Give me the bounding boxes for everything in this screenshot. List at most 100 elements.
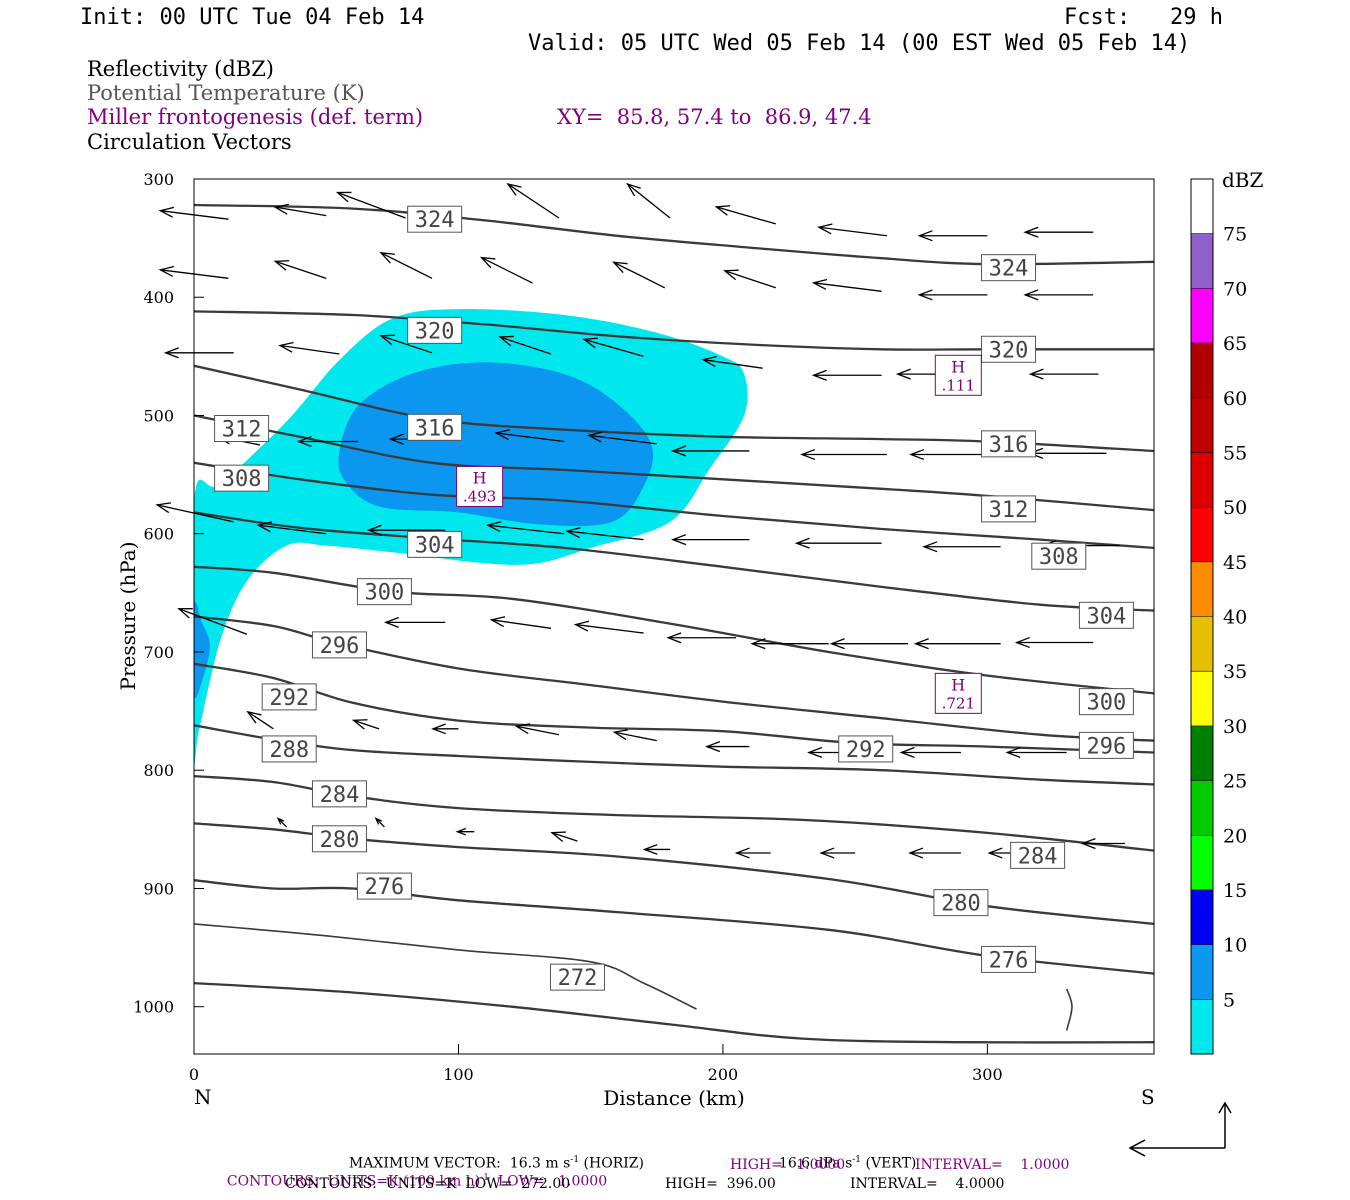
miller-max-box: H.111 (934, 354, 982, 396)
colorbar-level-label: 25 (1223, 771, 1247, 793)
svg-text:324: 324 (989, 257, 1029, 282)
footer-horiz-tag: (HORIZ) (579, 1155, 644, 1172)
colorbar-swatch (1191, 452, 1213, 508)
valid-time: Valid: 05 UTC Wed 05 Feb 14 (00 EST Wed … (528, 31, 1191, 56)
colorbar-swatch (1191, 397, 1213, 453)
colorbar-level-label: 35 (1223, 661, 1247, 683)
svg-text:296: 296 (320, 634, 360, 659)
theta-label-280: 280 (311, 825, 367, 853)
colorbar-swatch (1191, 561, 1213, 617)
svg-text:300: 300 (1087, 691, 1127, 716)
vector-arrow (479, 256, 533, 284)
vector-arrow (908, 847, 961, 859)
theta-contour-272 (1065, 988, 1073, 1031)
init-time: Init: 00 UTC Tue 04 Feb 14 (80, 5, 425, 30)
x-axis-label: Distance (km) (603, 1086, 745, 1110)
footer-miller-high: HIGH= 1.0000 (730, 1157, 846, 1173)
svg-text:272: 272 (558, 966, 598, 991)
colorbar-swatch (1191, 725, 1213, 781)
miller-max-box: H.493 (456, 465, 504, 507)
colorbar-level-label: 20 (1223, 825, 1247, 847)
colorbar-level-label: 40 (1223, 607, 1247, 629)
vector-arrow (379, 334, 433, 354)
y-tick-label: 300 (143, 170, 174, 189)
theta-contour-284 (194, 774, 1154, 852)
theta-contour-304 (194, 511, 1154, 612)
circulation-vectors (155, 182, 1125, 859)
x-end-label-north: N (194, 1085, 212, 1109)
svg-text:320: 320 (415, 319, 455, 344)
vector-arrow (612, 261, 666, 289)
vector-arrow (1080, 837, 1125, 850)
footer-max-vector: MAXIMUM VECTOR: 16.3 m s-1 (HORIZ) (340, 1139, 644, 1172)
footer-unit-sup: -1 (570, 1155, 580, 1165)
legend-miller: Miller frontogenesis (def. term) (87, 105, 424, 129)
colorbar-level-label: 70 (1223, 278, 1247, 300)
footer-vert-tag: (VERT) (861, 1155, 917, 1172)
vector-arrow (800, 448, 887, 461)
x-tick-label: 200 (708, 1065, 739, 1084)
vector-arrow (829, 638, 909, 650)
theta-contour-308 (194, 461, 1154, 550)
vector-arrow (335, 191, 406, 219)
vector-arrow (909, 448, 988, 461)
svg-text:276: 276 (989, 948, 1029, 973)
vector-arrow (374, 817, 385, 828)
colorbar-level-label: 75 (1223, 224, 1247, 246)
footer-miller-low: LOW= 1.0000 (488, 1173, 608, 1190)
miller-max-symbol: H (951, 357, 965, 376)
theta-label-284: 284 (311, 780, 367, 808)
colorbar-swatch (1191, 288, 1213, 344)
svg-text:280: 280 (320, 828, 360, 853)
colorbar-level-label: 10 (1223, 935, 1247, 957)
vector-arrow (278, 341, 340, 355)
theta-label-292: 292 (261, 683, 317, 711)
vector-arrow (817, 223, 887, 237)
axes: 300 400 500 600 700 800 900 1000 0 100 200 300 (133, 170, 1002, 1084)
colorbar-level-label: 55 (1223, 442, 1247, 464)
vector-arrow (1023, 289, 1094, 301)
vector-arrow (723, 269, 777, 289)
theta-label-288: 288 (261, 735, 317, 763)
vector-arrow (273, 203, 327, 217)
svg-text:304: 304 (415, 533, 455, 558)
colorbar-swatch (1191, 507, 1213, 562)
theta-label-304: 304 (1078, 601, 1134, 629)
vector-arrow (296, 435, 358, 448)
footer-miller-contours: CONTOURS: UNITS=K (100 km h)-1 LOW= 1.00… (218, 1157, 607, 1190)
vector-arrow (586, 431, 657, 445)
x-tick-label: 300 (972, 1065, 1003, 1084)
footer-miller-interval: INTERVAL= 1.0000 (915, 1157, 1070, 1173)
theta-label-284: 284 (1010, 841, 1066, 869)
colorbar-swatch (1191, 999, 1213, 1054)
theta-label-324: 324 (407, 205, 463, 233)
svg-text:312: 312 (222, 417, 262, 442)
colorbar-level-label: 15 (1223, 880, 1247, 902)
svg-text:308: 308 (1039, 545, 1079, 570)
vector-arrow (256, 521, 327, 535)
colorbar-swatch (1191, 343, 1213, 398)
legend-theta: Potential Temperature (K) (87, 81, 365, 105)
colorbar-swatch (1191, 616, 1213, 672)
y-tick-label: 400 (143, 288, 174, 307)
vector-arrow (899, 746, 961, 759)
vector-arrow (506, 183, 560, 219)
y-tick-label: 900 (143, 879, 174, 898)
vector-arrow (366, 524, 446, 536)
vector-arrow (642, 843, 671, 855)
svg-text:316: 316 (415, 416, 455, 441)
svg-text:288: 288 (269, 738, 309, 763)
vector-arrow (1014, 636, 1094, 649)
vector-arrow (155, 502, 234, 523)
vector-arrow (1005, 746, 1067, 759)
vector-arrow (794, 537, 882, 549)
colorbar-level-label: 45 (1223, 552, 1247, 574)
legend-xy: XY= 85.8, 57.4 to 86.9, 47.4 (557, 105, 872, 129)
vector-arrow (913, 638, 1001, 650)
vector-arrow (1023, 226, 1094, 238)
vector-scale-key (1128, 1101, 1232, 1157)
vector-arrow (917, 230, 988, 242)
reflectivity-10-dbz-area (194, 601, 210, 699)
vector-arrow (612, 729, 657, 742)
vector-arrow (811, 369, 882, 381)
